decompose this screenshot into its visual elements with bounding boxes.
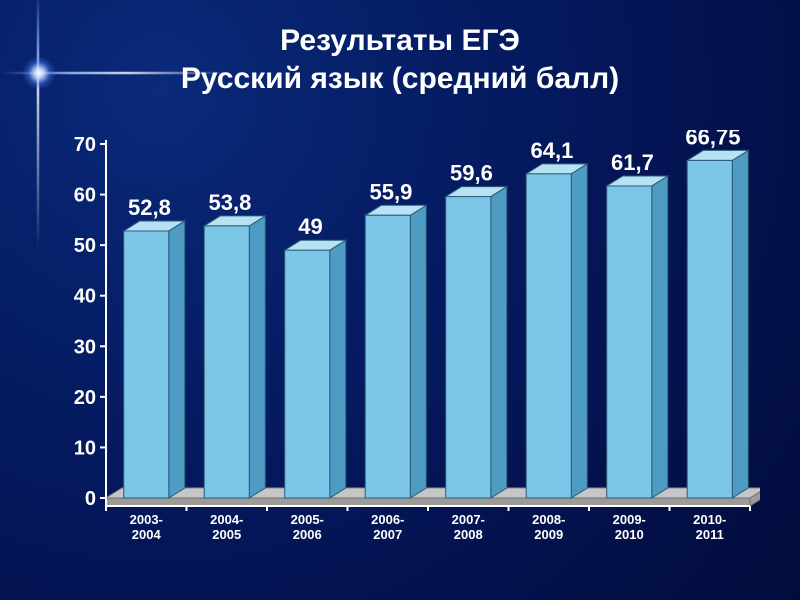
- data-label: 53,8: [209, 190, 252, 215]
- y-tick-label: 70: [74, 134, 96, 156]
- bar-side: [652, 176, 668, 498]
- data-label: 55,9: [370, 179, 413, 204]
- chart-floor-front: [106, 498, 750, 506]
- x-tick-label: 2007-: [452, 512, 485, 527]
- bar-chart: 01020304050607052,82003-200453,82004-200…: [50, 130, 760, 570]
- x-tick-label: 2009-: [613, 512, 646, 527]
- data-label: 66,75: [685, 130, 740, 149]
- bar-front: [446, 197, 491, 498]
- bar-front: [365, 215, 410, 498]
- data-label: 49: [298, 214, 322, 239]
- data-label: 61,7: [611, 150, 654, 175]
- x-tick-label: 2007: [373, 527, 402, 542]
- x-tick-label: 2005-: [291, 512, 324, 527]
- bar-front: [687, 160, 732, 498]
- bar-front: [285, 250, 330, 498]
- bar-side: [169, 221, 185, 498]
- bar-side: [732, 150, 748, 498]
- bar-side: [491, 187, 507, 498]
- bar-front: [204, 226, 249, 498]
- y-tick-label: 20: [74, 387, 96, 409]
- x-tick-label: 2009: [534, 527, 563, 542]
- slide: Результаты ЕГЭ Русский язык (средний бал…: [0, 0, 800, 600]
- bar-side: [571, 164, 587, 498]
- x-tick-label: 2006-: [371, 512, 404, 527]
- y-tick-label: 0: [85, 488, 96, 510]
- data-label: 52,8: [128, 195, 171, 220]
- x-tick-label: 2011: [696, 527, 724, 542]
- bar-side: [249, 216, 265, 498]
- y-tick-label: 10: [74, 437, 96, 459]
- title-line-1: Результаты ЕГЭ: [0, 22, 800, 60]
- x-tick-label: 2003-: [130, 512, 163, 527]
- data-label: 64,1: [531, 138, 574, 163]
- bar-front: [607, 186, 652, 498]
- chart-svg: 01020304050607052,82003-200453,82004-200…: [50, 130, 760, 570]
- bar-front: [526, 174, 571, 498]
- y-tick-label: 30: [74, 336, 96, 358]
- y-tick-label: 60: [74, 185, 96, 207]
- x-tick-label: 2006: [293, 527, 322, 542]
- title-block: Результаты ЕГЭ Русский язык (средний бал…: [0, 22, 800, 97]
- x-tick-label: 2008-: [532, 512, 565, 527]
- x-tick-label: 2005: [212, 527, 241, 542]
- data-label: 59,6: [450, 161, 493, 186]
- x-tick-label: 2010-: [693, 512, 726, 527]
- x-tick-label: 2004: [132, 527, 162, 542]
- title-line-2: Русский язык (средний балл): [0, 60, 800, 98]
- bar-side: [330, 240, 346, 498]
- y-tick-label: 40: [74, 286, 96, 308]
- bar-front: [124, 231, 169, 498]
- x-tick-label: 2004-: [210, 512, 243, 527]
- y-tick-label: 50: [74, 235, 96, 257]
- bar-side: [410, 205, 426, 498]
- x-tick-label: 2010: [615, 527, 644, 542]
- x-tick-label: 2008: [454, 527, 483, 542]
